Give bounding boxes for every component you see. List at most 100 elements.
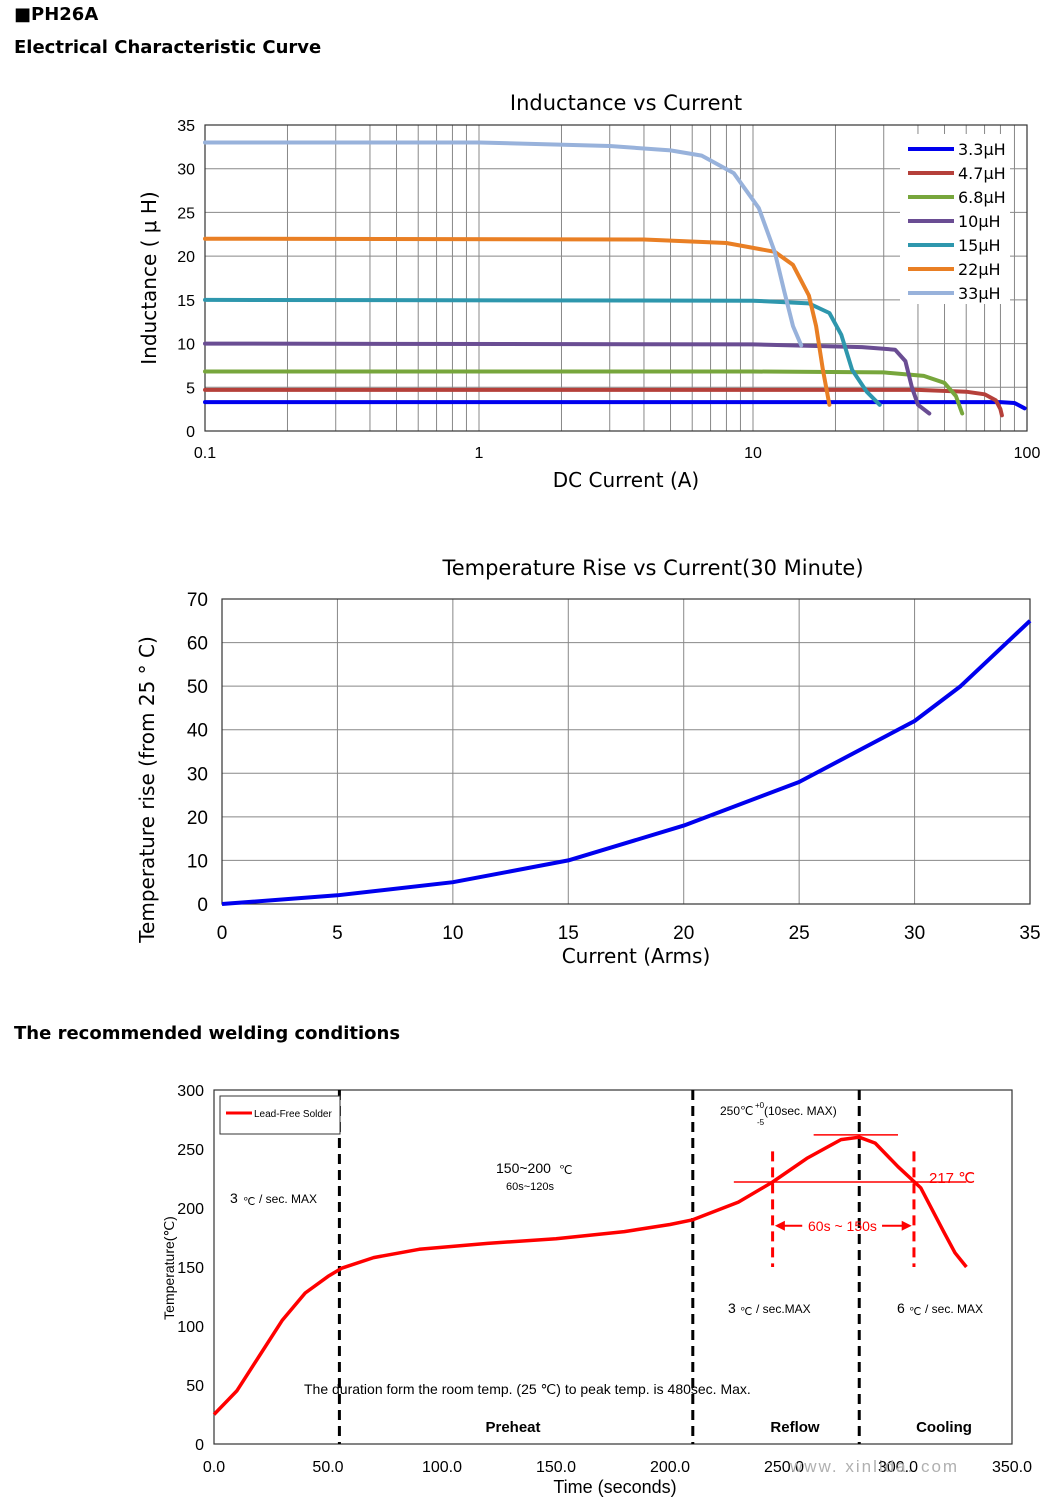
x-tick-label: 100 <box>1014 445 1041 462</box>
y-tick-label: 40 <box>187 721 208 742</box>
preheat-time: 60s~120s <box>506 1181 555 1193</box>
x-axis-label: DC Current (A) <box>553 468 699 492</box>
cooling-rate-value: 6 <box>897 1300 905 1316</box>
x-tick-label: 350.0 <box>992 1459 1032 1476</box>
y-axis-label: Inductance ( μ H) <box>137 191 161 364</box>
zone-label: Reflow <box>770 1419 820 1436</box>
x-tick-label: 1 <box>475 445 484 462</box>
y-tick-label: 60 <box>187 634 208 655</box>
series-line <box>203 400 1027 411</box>
liquidus-label: 217 ℃ <box>929 1170 975 1187</box>
cooling-rate-unit: ℃ <box>909 1306 921 1318</box>
x-tick-label: 300.0 <box>878 1459 918 1476</box>
y-tick-label: 10 <box>177 337 195 354</box>
legend-box <box>219 1095 341 1135</box>
x-tick-label: 150.0 <box>536 1459 576 1476</box>
welding-section-title: The recommended welding conditions <box>14 1023 401 1044</box>
legend-label: 33μH <box>958 284 1001 303</box>
series-line <box>203 387 1004 418</box>
x-tick-label: 0.0 <box>203 1459 225 1476</box>
series-line <box>203 236 832 407</box>
y-axis-label: Temperature rise (from 25 ° C) <box>135 636 159 944</box>
y-axis-label: Temperature(℃) <box>161 1216 177 1320</box>
y-tick-label: 100 <box>177 1319 204 1336</box>
duration-note: The duration form the room temp. (25 ℃) … <box>304 1381 751 1397</box>
cooling-rate-text: / sec. MAX <box>925 1302 983 1316</box>
y-tick-label: 200 <box>177 1201 204 1218</box>
profile-curve <box>212 1135 968 1416</box>
x-tick-label: 15 <box>558 923 579 944</box>
x-axis-label: Time (seconds) <box>553 1477 676 1497</box>
y-tick-label: 300 <box>177 1083 204 1100</box>
ramp-reflow-value: 3 <box>728 1300 736 1316</box>
legend-label: 15μH <box>958 236 1001 255</box>
y-tick-label: 30 <box>177 162 195 179</box>
plot-frame <box>213 1089 1013 1445</box>
ramp-left-unit: ℃ <box>243 1196 255 1208</box>
series-line <box>203 341 932 416</box>
y-tick-label: 50 <box>186 1378 204 1395</box>
x-tick-label: 250.0 <box>764 1459 804 1476</box>
x-tick-label: 35 <box>1019 923 1040 944</box>
x-tick-label: 10 <box>442 923 463 944</box>
legend-label: Lead-Free Solder <box>254 1109 332 1120</box>
x-tick-label: 5 <box>332 923 343 944</box>
preheat-range: 150~200 <box>496 1160 551 1176</box>
section-title: Electrical Characteristic Curve <box>14 37 322 58</box>
legend-label: 22μH <box>958 260 1001 279</box>
inductance-vs-current-chart: 0 5 10 15 20 25 30 35 0.1 1 10 100 Inductance vs Cur… <box>137 91 1041 492</box>
series-line <box>221 619 1032 906</box>
plot-frame <box>221 598 1031 905</box>
series-line <box>203 369 965 416</box>
y-tick-label: 5 <box>186 380 195 397</box>
series-line <box>203 297 882 407</box>
x-tick-label: 50.0 <box>312 1459 343 1476</box>
x-tick-label: 100.0 <box>422 1459 462 1476</box>
y-tick-label: 30 <box>187 764 208 785</box>
y-tick-label: 20 <box>177 249 195 266</box>
ramp-reflow-unit: ℃ <box>740 1306 752 1318</box>
temperature-rise-chart: 0 10 20 30 40 50 60 70 0 5 10 15 20 25 30 35 Temperature… <box>135 556 1041 968</box>
y-tick-label: 25 <box>177 205 195 222</box>
ramp-reflow-rate: / sec.MAX <box>756 1302 811 1316</box>
chart-title: Temperature Rise vs Current(30 Minute) <box>441 556 863 580</box>
y-tick-label: 35 <box>177 118 195 135</box>
y-tick-label: 150 <box>177 1260 204 1277</box>
peak-temp: 250℃ <box>720 1104 754 1118</box>
zone-label: Cooling <box>916 1419 972 1436</box>
y-tick-label: 70 <box>187 590 208 611</box>
x-tick-label: 0.1 <box>194 445 216 462</box>
y-tick-label: 15 <box>177 293 195 310</box>
x-tick-label: 10 <box>744 445 762 462</box>
x-tick-label: 30 <box>904 923 925 944</box>
ramp-left-value: 3 <box>230 1190 238 1206</box>
legend-label: 10μH <box>958 212 1001 231</box>
y-tick-label: 0 <box>197 895 208 916</box>
legend-label: 3.3μH <box>958 140 1006 159</box>
chart-title: Inductance vs Current <box>510 91 742 115</box>
watermark: www. xinlida. com <box>789 1457 959 1476</box>
y-tick-label: 250 <box>177 1142 204 1159</box>
peak-tol-plus: +0 <box>755 1101 765 1110</box>
y-tick-label: 0 <box>186 424 195 441</box>
y-tick-label: 50 <box>187 677 208 698</box>
preheat-unit: ℃ <box>559 1163 572 1177</box>
x-tick-label: 200.0 <box>650 1459 690 1476</box>
legend-label: 4.7μH <box>958 164 1006 183</box>
zone-label: Preheat <box>485 1419 540 1436</box>
peak-tol-minus: -5 <box>757 1118 765 1127</box>
x-tick-label: 0 <box>217 923 228 944</box>
y-tick-label: 20 <box>187 808 208 829</box>
y-tick-label: 10 <box>187 851 208 872</box>
x-tick-label: 20 <box>673 923 694 944</box>
x-axis-label: Current (Arms) <box>562 944 711 968</box>
y-tick-label: 0 <box>195 1437 204 1454</box>
legend-label: 6.8μH <box>958 188 1006 207</box>
peak-note: (10sec. MAX) <box>764 1104 837 1118</box>
reflow-time: 60s ~ 150s <box>808 1218 877 1234</box>
ramp-left-rate: / sec. MAX <box>259 1192 317 1206</box>
product-title: ■PH26A <box>14 4 99 25</box>
plot-frame <box>204 124 1028 432</box>
series-line <box>203 140 804 348</box>
